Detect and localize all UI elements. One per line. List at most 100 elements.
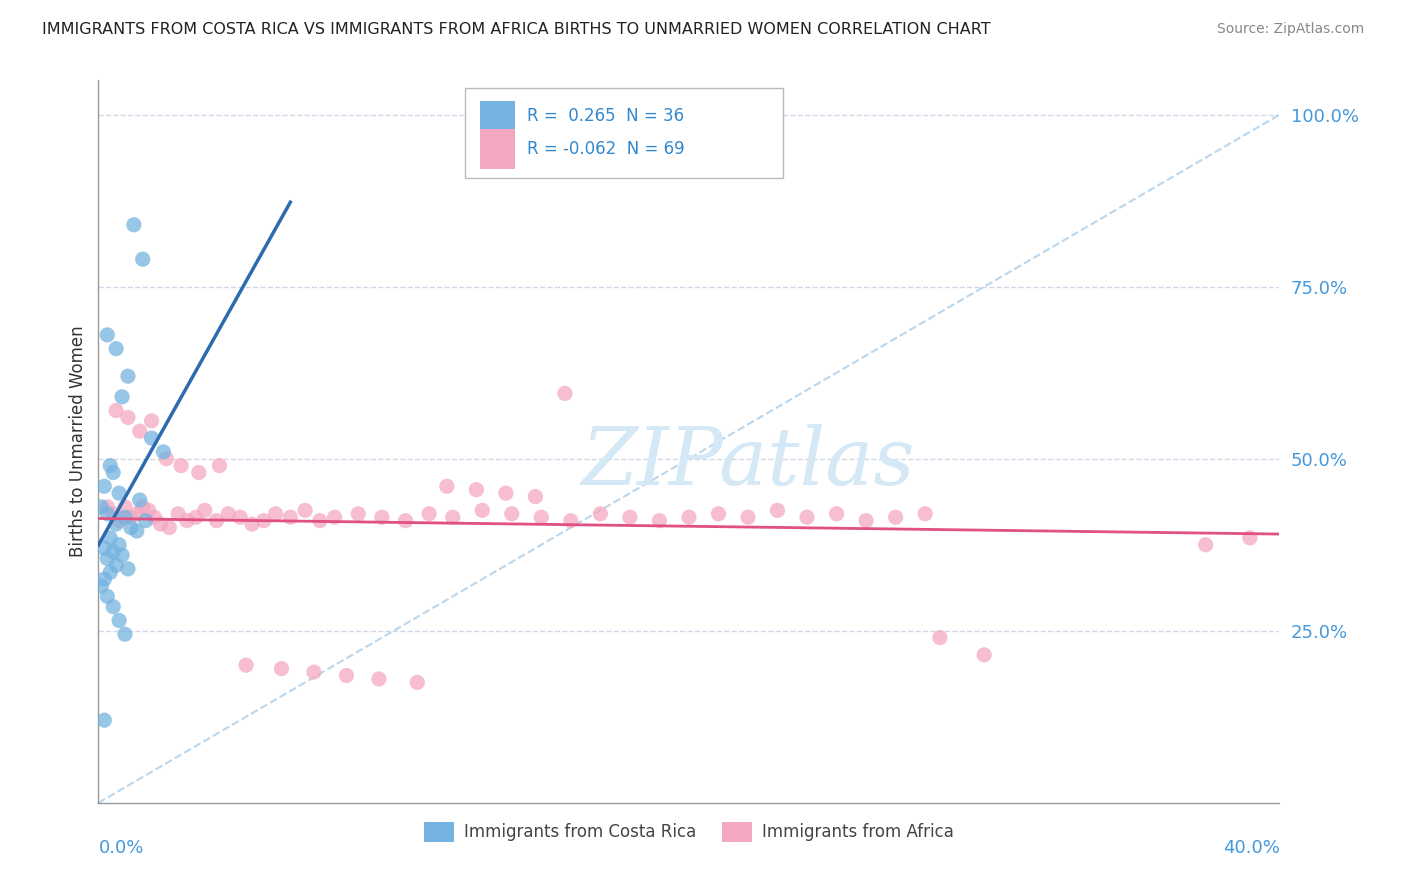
- Text: 40.0%: 40.0%: [1223, 838, 1279, 857]
- Point: [103, 599, 125, 614]
- Point: [323, 510, 346, 524]
- Point: [973, 648, 995, 662]
- Point: [103, 507, 125, 521]
- Point: [855, 514, 877, 528]
- Point: [436, 479, 458, 493]
- Point: [98, 566, 121, 580]
- Point: [280, 510, 302, 524]
- Point: [167, 507, 190, 521]
- Point: [90, 579, 112, 593]
- Text: R = -0.062  N = 69: R = -0.062 N = 69: [527, 140, 685, 158]
- Point: [98, 531, 121, 545]
- Point: [524, 490, 547, 504]
- Point: [96, 590, 118, 604]
- Point: [406, 675, 429, 690]
- Point: [114, 627, 136, 641]
- Y-axis label: Births to Unmarried Women: Births to Unmarried Women: [69, 326, 87, 558]
- Point: [560, 514, 582, 528]
- Point: [184, 510, 207, 524]
- Point: [929, 631, 952, 645]
- Point: [122, 218, 145, 232]
- Point: [96, 500, 118, 514]
- Point: [93, 713, 115, 727]
- Point: [111, 548, 134, 562]
- Point: [120, 520, 142, 534]
- Point: [120, 510, 142, 524]
- Point: [138, 503, 160, 517]
- Point: [1239, 531, 1261, 545]
- Point: [495, 486, 517, 500]
- Point: [96, 507, 118, 521]
- Point: [302, 665, 325, 679]
- Point: [128, 493, 150, 508]
- Point: [235, 658, 257, 673]
- Point: [141, 414, 163, 428]
- Point: [205, 514, 228, 528]
- Point: [766, 503, 789, 517]
- Point: [418, 507, 440, 521]
- Point: [501, 507, 523, 521]
- Point: [105, 403, 128, 417]
- Point: [825, 507, 848, 521]
- Point: [108, 614, 131, 628]
- Point: [105, 342, 128, 356]
- Text: 0.0%: 0.0%: [98, 838, 143, 857]
- Point: [589, 507, 612, 521]
- Point: [347, 507, 370, 521]
- Point: [471, 503, 494, 517]
- Point: [368, 672, 391, 686]
- Point: [884, 510, 907, 524]
- Point: [114, 510, 136, 524]
- Point: [441, 510, 464, 524]
- Point: [335, 668, 357, 682]
- Point: [93, 572, 115, 586]
- Point: [240, 517, 263, 532]
- Point: [98, 458, 121, 473]
- Point: [253, 514, 276, 528]
- Point: [128, 424, 150, 438]
- Point: [217, 507, 239, 521]
- Point: [105, 517, 128, 532]
- Point: [125, 507, 148, 521]
- Text: R =  0.265  N = 36: R = 0.265 N = 36: [527, 107, 685, 125]
- Point: [914, 507, 936, 521]
- Point: [152, 445, 174, 459]
- Text: IMMIGRANTS FROM COSTA RICA VS IMMIGRANTS FROM AFRICA BIRTHS TO UNMARRIED WOMEN C: IMMIGRANTS FROM COSTA RICA VS IMMIGRANTS…: [42, 22, 991, 37]
- Point: [125, 524, 148, 538]
- Point: [117, 410, 139, 425]
- Point: [135, 514, 157, 528]
- Point: [105, 558, 128, 573]
- Point: [371, 510, 394, 524]
- Point: [229, 510, 252, 524]
- Point: [111, 390, 134, 404]
- Point: [465, 483, 488, 497]
- Point: [117, 562, 139, 576]
- Point: [170, 458, 193, 473]
- Point: [394, 514, 416, 528]
- Point: [194, 503, 217, 517]
- Point: [117, 369, 139, 384]
- FancyBboxPatch shape: [479, 129, 516, 169]
- Point: [270, 662, 292, 676]
- Text: Source: ZipAtlas.com: Source: ZipAtlas.com: [1216, 22, 1364, 37]
- Point: [108, 538, 131, 552]
- Point: [187, 466, 209, 480]
- Point: [157, 520, 180, 534]
- Point: [737, 510, 759, 524]
- Point: [93, 479, 115, 493]
- Point: [108, 486, 131, 500]
- Point: [530, 510, 553, 524]
- Point: [707, 507, 730, 521]
- Point: [141, 431, 163, 445]
- Point: [103, 544, 125, 558]
- Point: [132, 500, 155, 514]
- Point: [678, 510, 700, 524]
- Point: [796, 510, 818, 524]
- Point: [208, 458, 231, 473]
- Point: [132, 252, 155, 267]
- Point: [264, 507, 287, 521]
- Point: [294, 503, 316, 517]
- Point: [648, 514, 671, 528]
- Point: [554, 386, 576, 401]
- Point: [96, 327, 118, 342]
